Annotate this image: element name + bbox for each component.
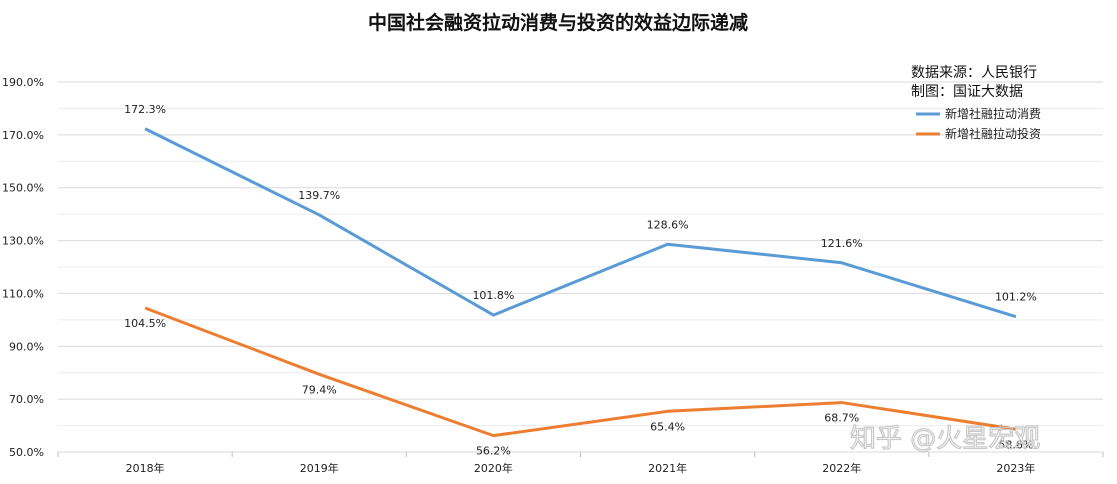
data-label: 121.6%	[821, 237, 863, 250]
x-tick-label: 2019年	[300, 461, 339, 475]
watermark: 知乎 @火星宏观	[850, 424, 1040, 454]
data-label: 128.6%	[647, 218, 689, 231]
data-label: 139.7%	[298, 189, 340, 202]
data-label: 56.2%	[476, 445, 511, 458]
data-label: 79.4%	[302, 383, 337, 396]
data-label: 58.6%	[998, 438, 1033, 451]
x-tick-label: 2023年	[996, 461, 1035, 475]
y-tick-label: 90.0%	[9, 340, 44, 353]
y-tick-label: 70.0%	[9, 393, 44, 406]
legend-label: 新增社融拉动投资	[945, 126, 1041, 141]
y-tick-label: 130.0%	[2, 235, 44, 248]
source-note: 数据来源：人民银行	[911, 65, 1037, 81]
y-tick-label: 190.0%	[2, 76, 44, 89]
data-label: 172.3%	[124, 103, 166, 116]
x-tick-label: 2020年	[474, 461, 513, 475]
data-label: 101.2%	[995, 291, 1037, 304]
data-label: 65.4%	[650, 420, 685, 433]
y-tick-label: 150.0%	[2, 182, 44, 195]
x-tick-label: 2021年	[648, 461, 687, 475]
y-axis-ticks: 50.0% 70.0% 90.0% 110.0% 130.0% 150.0% 170.0% 1…	[2, 76, 44, 459]
series-line-1	[144, 127, 1017, 319]
y-tick-label: 50.0%	[9, 446, 44, 459]
series-group	[144, 127, 1017, 438]
x-tick-label: 2022年	[822, 461, 861, 475]
x-axis-ticks: 2018年 2019年 2020年 2021年 2022年 2023年	[57, 452, 1104, 475]
data-label: 101.8%	[472, 289, 514, 302]
x-tick-label: 2018年	[126, 461, 165, 475]
chart-title: 中国社会融资拉动消费与投资的效益边际递减	[368, 11, 748, 34]
y-tick-label: 170.0%	[2, 129, 44, 142]
legend-label: 新增社融拉动消费	[945, 106, 1041, 121]
data-labels: 172.3% 139.7% 101.8% 128.6% 121.6% 101.2% 104.…	[124, 103, 1037, 458]
series-line-2	[144, 306, 1017, 438]
maker-note: 制图：国证大数据	[911, 84, 1023, 100]
data-label: 68.7%	[824, 412, 859, 425]
y-tick-label: 110.0%	[2, 287, 44, 300]
data-label: 104.5%	[124, 317, 166, 330]
